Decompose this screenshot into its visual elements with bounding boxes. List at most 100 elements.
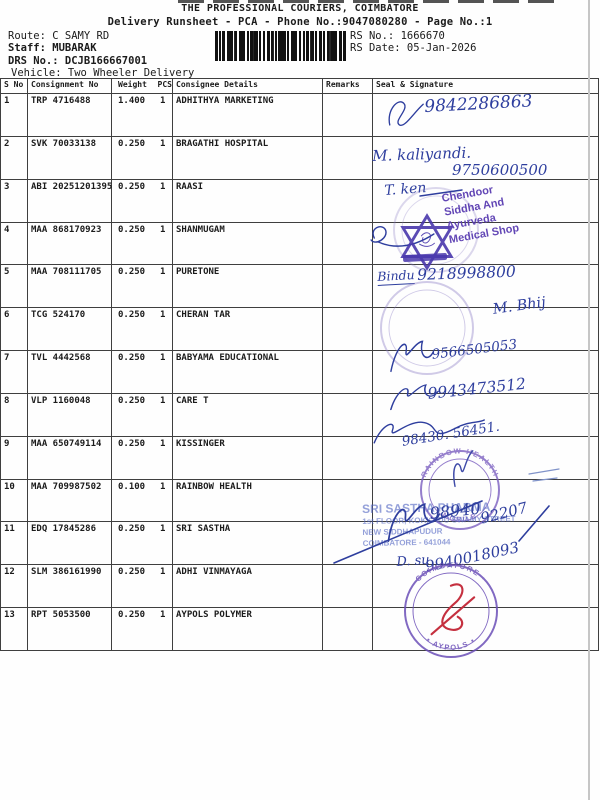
cell-sno: 6 bbox=[1, 308, 28, 351]
table-row: 8 VLP 1160048 0.250 1 CARE T bbox=[1, 393, 598, 437]
drs-value: DCJB166667001 bbox=[64, 55, 148, 67]
cell-remarks bbox=[323, 479, 373, 522]
pcs-value: 1 bbox=[160, 267, 166, 278]
cell-weight-pcs: 0.250 1 bbox=[112, 608, 173, 650]
table-row: 10 MAA 709987502 0.100 1 RAINBOW HEALTH bbox=[1, 479, 598, 523]
scan-edge-line bbox=[588, 0, 590, 800]
cell-seal-signature bbox=[373, 265, 598, 307]
rs-date-line: RS Date: 05-Jan-2026 bbox=[350, 42, 476, 54]
cell-consignee: CARE T bbox=[173, 393, 323, 436]
cell-seal-signature: Seal & Signature bbox=[376, 80, 454, 89]
cell-weight-pcs: 0.250 1 bbox=[112, 136, 173, 179]
weight-value: 0.250 bbox=[118, 267, 146, 278]
weight-value: 0.250 bbox=[118, 567, 146, 578]
cell-remarks bbox=[323, 608, 373, 650]
cell-sno: 5 bbox=[1, 265, 28, 308]
cell-consignee: PURETONE bbox=[173, 265, 323, 308]
cell-weight-pcs: 0.100 1 bbox=[112, 479, 173, 522]
vehicle-value: Two Wheeler Delivery bbox=[67, 67, 195, 79]
pcs-value: 1 bbox=[160, 567, 166, 578]
pcs-value: 1 bbox=[160, 96, 166, 106]
cell-consignee: RAINBOW HEALTH bbox=[173, 479, 323, 522]
weight-value: 0.250 bbox=[118, 353, 146, 364]
cell-consignment-no: RPT 5053500 bbox=[28, 608, 112, 650]
cell-sno: 1 bbox=[1, 94, 28, 136]
pcs-value: 1 bbox=[160, 181, 166, 192]
drs-label: DRS No.: bbox=[8, 55, 59, 67]
table-row: 7 TVL 4442568 0.250 1 BABYAMA EDUCATIONAL bbox=[1, 351, 598, 394]
table-row: 5 MAA 708111705 0.250 1 PURETONE bbox=[1, 265, 598, 309]
cell-consignment-no: TVL 4442568 bbox=[28, 351, 112, 393]
table-row: 3 ABI 20251201395 0.250 1 RAASI bbox=[1, 179, 598, 223]
rs-no-label: RS No.: bbox=[350, 30, 395, 42]
weight-value: 0.250 bbox=[118, 524, 146, 535]
cell-seal-signature bbox=[373, 223, 598, 265]
cell-seal-signature bbox=[373, 522, 598, 564]
cell-remarks bbox=[323, 522, 373, 565]
route-value: C SAMY RD bbox=[52, 30, 110, 42]
pcs-value: 1 bbox=[160, 310, 166, 321]
cell-seal-signature bbox=[373, 437, 598, 479]
cell-remarks bbox=[323, 565, 373, 608]
cell-sno: 13 bbox=[1, 608, 28, 650]
route-label: Route: bbox=[8, 30, 46, 42]
weight-value: Weight bbox=[118, 80, 147, 89]
cell-sno: 8 bbox=[1, 393, 28, 436]
cell-consignee: SRI SASTHA bbox=[173, 522, 323, 565]
cell-consignee: BRAGATHI HOSPITAL bbox=[173, 136, 323, 179]
cell-weight-pcs: 0.250 1 bbox=[112, 265, 173, 308]
cell-sno: 4 bbox=[1, 222, 28, 265]
cell-consignee: RAASI bbox=[173, 179, 323, 222]
table-row: 6 TCG 524170 0.250 1 CHERAN TAR bbox=[1, 308, 598, 352]
rs-date-value: 05-Jan-2026 bbox=[406, 42, 477, 54]
cell-seal-signature bbox=[373, 351, 598, 393]
table-row: 11 EDQ 17845286 0.250 1 SRI SASTHA bbox=[1, 522, 598, 566]
cell-sno: 10 bbox=[1, 479, 28, 522]
table-row: 4 MAA 868170923 0.250 1 SHANMUGAM bbox=[1, 222, 598, 266]
scan-edge-artifact bbox=[178, 0, 562, 3]
cell-consignment-no: SVK 70033138 bbox=[28, 136, 112, 179]
cell-consignment-no: TRP 4716488 bbox=[28, 94, 112, 136]
runsheet-barcode bbox=[215, 31, 346, 61]
cell-consignee: CHERAN TAR bbox=[173, 308, 323, 351]
pcs-value: 1 bbox=[160, 481, 166, 492]
cell-consignment-no: SLM 386161990 bbox=[28, 565, 112, 608]
cell-seal-signature bbox=[373, 308, 598, 350]
pcs-value: 1 bbox=[160, 524, 166, 535]
table-row: 1 TRP 4716488 1.400 1 ADHITHYA MARKETING bbox=[1, 94, 598, 137]
cell-remarks bbox=[323, 265, 373, 308]
cell-remarks bbox=[323, 436, 373, 479]
cell-weight-pcs: 0.250 1 bbox=[112, 393, 173, 436]
vehicle-label: Vehicle: bbox=[11, 67, 62, 79]
pcs-value: 1 bbox=[160, 353, 166, 364]
pcs-value: 1 bbox=[160, 438, 166, 449]
cell-consignee: BABYAMA EDUCATIONAL bbox=[173, 351, 323, 393]
cell-remarks bbox=[323, 136, 373, 179]
cell-consignment-no: MAA 709987502 bbox=[28, 479, 112, 522]
cell-weight-pcs: 1.400 1 bbox=[112, 94, 173, 136]
cell-consignment-no: VLP 1160048 bbox=[28, 393, 112, 436]
cell-remarks bbox=[323, 393, 373, 436]
weight-value: 0.100 bbox=[118, 481, 146, 492]
cell-sno: 3 bbox=[1, 179, 28, 222]
runsheet-table: S No Consignment No Weight PCS Consignee Det… bbox=[0, 78, 599, 651]
cell-weight-pcs: 0.250 1 bbox=[112, 308, 173, 351]
cell-seal-signature bbox=[373, 180, 598, 222]
cell-remarks bbox=[323, 179, 373, 222]
company-title: THE PROFESSIONAL COURIERS, COIMBATORE bbox=[181, 3, 419, 14]
vehicle-line: Vehicle: Two Wheeler Delivery bbox=[11, 67, 194, 79]
cell-weight-pcs: 0.250 1 bbox=[112, 565, 173, 608]
staff-line: Staff: MUBARAK bbox=[8, 42, 97, 54]
pcs-value: 1 bbox=[160, 224, 166, 235]
weight-value: 0.250 bbox=[118, 181, 146, 192]
cell-remarks bbox=[323, 222, 373, 265]
cell-remarks bbox=[323, 308, 373, 351]
cell-consignment-no: Consignment No bbox=[28, 79, 112, 93]
cell-sno: 7 bbox=[1, 351, 28, 393]
rs-no-value: 1666670 bbox=[400, 30, 445, 42]
cell-weight-pcs: 0.250 1 bbox=[112, 436, 173, 479]
table-header-row: S No Consignment No Weight PCS Consignee Det… bbox=[1, 79, 598, 94]
cell-consignment-no: MAA 650749114 bbox=[28, 436, 112, 479]
cell-consignment-no: ABI 20251201395 bbox=[28, 179, 112, 222]
